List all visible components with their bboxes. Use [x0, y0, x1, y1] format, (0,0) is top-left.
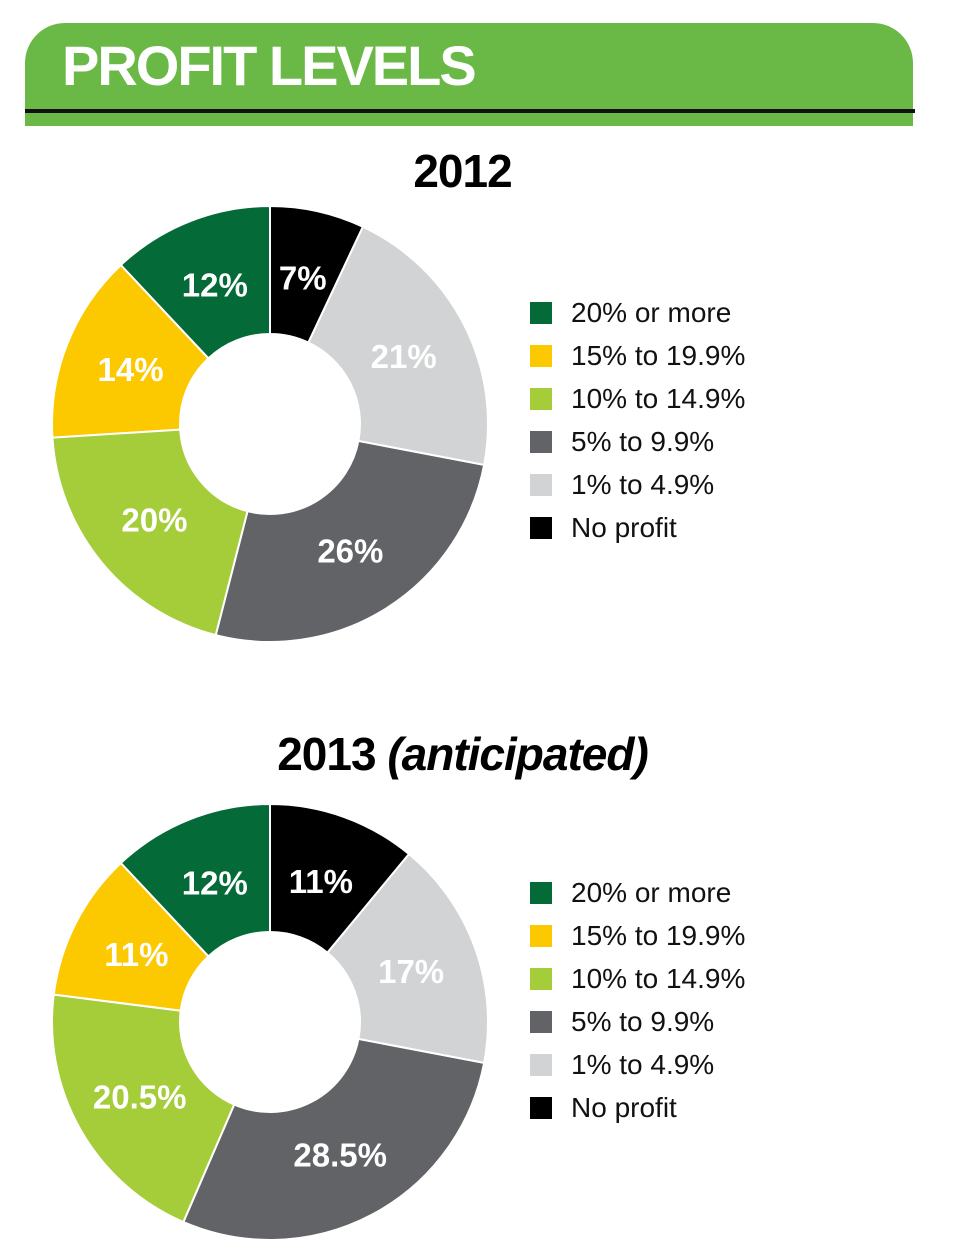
- legend-label-5-to-9-9: 5% to 9.9%: [571, 1006, 714, 1037]
- legend-swatch-10-to-14-9: [530, 388, 552, 410]
- legend-label-20-or-more: 20% or more: [571, 297, 731, 328]
- legend-swatch-10-to-14-9: [530, 968, 552, 990]
- chart-title-note: (anticipated): [387, 728, 648, 780]
- legend-label-no-profit: No profit: [571, 1092, 677, 1123]
- legend-swatch-no-profit: [530, 1097, 552, 1119]
- legend-swatch-15-to-19-9: [530, 345, 552, 367]
- legend-label-10-to-14-9: 10% to 14.9%: [571, 383, 745, 414]
- slice-15-to-19-9: [52, 861, 210, 1012]
- legend-swatch-5-to-9-9: [530, 431, 552, 453]
- slice-10-to-14-9: [51, 428, 249, 637]
- chart-title-year: 2013: [277, 728, 376, 780]
- slice-15-to-19-9: [51, 263, 210, 439]
- slice-label-no-profit: 7%: [279, 260, 327, 297]
- header-divider: [25, 109, 915, 113]
- slice-label-20-or-more: 12%: [182, 267, 248, 304]
- slice-20-or-more: [119, 204, 271, 360]
- slice-10-to-14-9: [51, 993, 236, 1224]
- legend-swatch-20-or-more: [530, 882, 552, 904]
- slice-no-profit: [269, 802, 411, 955]
- slice-label-20-or-more: 12%: [182, 865, 248, 902]
- slice-5-to-9-9: [182, 1037, 486, 1241]
- slice-20-or-more: [119, 802, 271, 958]
- slice-label-10-to-14-9: 20%: [121, 502, 187, 539]
- slice-label-5-to-9-9: 28.5%: [293, 1137, 387, 1174]
- legend-swatch-1-to-4-9: [530, 1054, 552, 1076]
- legend-swatch-no-profit: [530, 517, 552, 539]
- header-banner: PROFIT LEVELS: [25, 23, 915, 126]
- slice-label-no-profit: 11%: [289, 863, 353, 900]
- slice-5-to-9-9: [214, 439, 486, 643]
- slice-no-profit: [269, 204, 365, 344]
- slice-label-15-to-19-9: 14%: [98, 351, 164, 388]
- legend-label-10-to-14-9: 10% to 14.9%: [571, 963, 745, 994]
- legend-label-15-to-19-9: 15% to 19.9%: [571, 340, 745, 371]
- legend-label-5-to-9-9: 5% to 9.9%: [571, 426, 714, 457]
- legend-swatch-15-to-19-9: [530, 925, 552, 947]
- chart-title-2012: 2012: [0, 145, 925, 197]
- legend-label-1-to-4-9: 1% to 4.9%: [571, 1049, 714, 1080]
- chart-title-2013: 2013 (anticipated): [0, 728, 925, 780]
- slice-label-1-to-4-9: 21%: [371, 338, 437, 375]
- legend-label-20-or-more: 20% or more: [571, 877, 731, 908]
- slice-label-15-to-19-9: 11%: [104, 936, 168, 973]
- legend-swatch-1-to-4-9: [530, 474, 552, 496]
- slice-1-to-4-9: [325, 852, 489, 1065]
- page-title: PROFIT LEVELS: [62, 34, 477, 97]
- chart-title-year: 2012: [413, 145, 512, 197]
- donut-chart-2013: 12% 11% 20.5% 28.5% 17% 11% 20% or more 15% to …: [51, 802, 745, 1241]
- slice-1-to-4-9: [306, 225, 489, 467]
- donut-chart-2012: 12% 14% 20% 26% 21% 7% 20% or more 15% to 19.9%…: [51, 204, 745, 643]
- legend-label-15-to-19-9: 15% to 19.9%: [571, 920, 745, 951]
- legend-label-1-to-4-9: 1% to 4.9%: [571, 469, 714, 500]
- legend-swatch-20-or-more: [530, 302, 552, 324]
- legend-swatch-5-to-9-9: [530, 1011, 552, 1033]
- legend-label-no-profit: No profit: [571, 512, 677, 543]
- slice-label-1-to-4-9: 17%: [378, 953, 444, 990]
- slice-label-5-to-9-9: 26%: [317, 533, 383, 570]
- slice-label-10-to-14-9: 20.5%: [93, 1078, 187, 1115]
